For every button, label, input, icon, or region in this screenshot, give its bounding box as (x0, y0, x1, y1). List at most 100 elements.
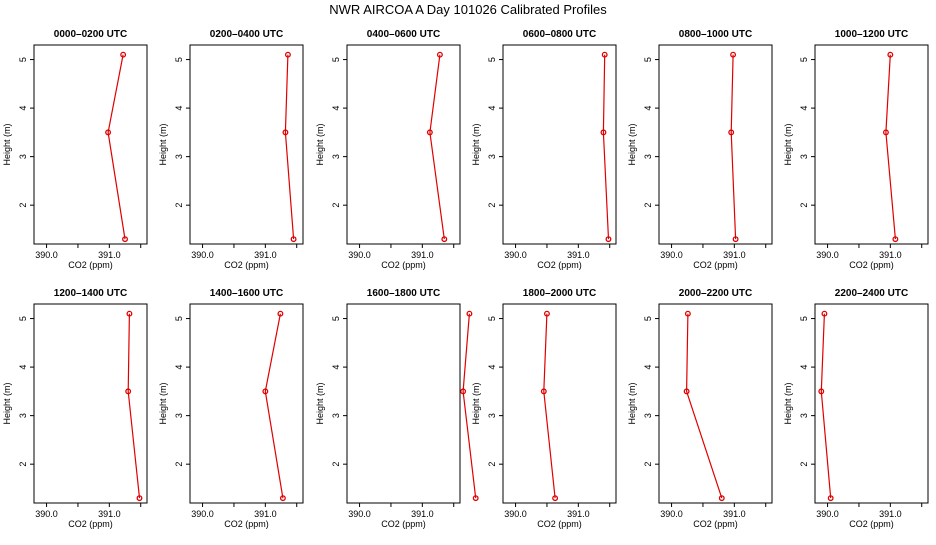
x-axis-label: CO2 (ppm) (537, 260, 582, 270)
y-axis-label: Height (m) (158, 382, 168, 424)
y-axis-label: Height (m) (783, 123, 793, 165)
y-tick-label: 4 (799, 106, 809, 111)
series-line (462, 313, 477, 499)
data-point (441, 236, 448, 243)
data-point (683, 388, 690, 395)
series-line (543, 313, 556, 499)
y-axis-label: Height (m) (627, 382, 637, 424)
y-tick-label: 2 (331, 462, 341, 467)
plot-frame (502, 44, 617, 245)
plot-frame (189, 303, 304, 504)
x-tick-label: 390.0 (504, 509, 527, 519)
y-axis-label: Height (m) (471, 123, 481, 165)
y-tick-label: 5 (174, 57, 184, 62)
y-tick-label: 4 (487, 365, 497, 370)
panel-8: 1600–1800 UTC 390.0 391.0 2 3 4 5 CO2 (ppm) Heig… (315, 288, 479, 529)
panel-title: 1400–1600 UTC (210, 288, 283, 299)
plot-frame (346, 44, 461, 245)
plot-frame (33, 303, 148, 504)
panel-grid: 0000–0200 UTC 390.0 391.0 2 3 4 5 CO2 (ppm) Heig… (2, 29, 929, 529)
y-tick-label: 5 (18, 57, 28, 62)
series-line (284, 54, 295, 240)
y-tick-label: 2 (799, 203, 809, 208)
y-axis-label: Height (m) (158, 123, 168, 165)
x-axis-label: CO2 (ppm) (849, 260, 894, 270)
y-tick-label: 3 (643, 413, 653, 418)
y-tick-label: 2 (643, 203, 653, 208)
data-point (262, 388, 269, 395)
x-axis-label: CO2 (ppm) (381, 519, 426, 529)
y-tick-label: 5 (487, 57, 497, 62)
y-tick-label: 3 (487, 154, 497, 159)
data-point (728, 129, 735, 136)
data-point (105, 129, 112, 136)
x-tick-label: 390.0 (348, 509, 371, 519)
y-tick-label: 2 (799, 462, 809, 467)
data-point (718, 495, 725, 502)
panel-6: 1200–1400 UTC 390.0 391.0 2 3 4 5 CO2 (ppm) Heig… (2, 288, 148, 529)
y-tick-label: 3 (174, 413, 184, 418)
y-tick-label: 3 (331, 413, 341, 418)
x-tick-label: 390.0 (35, 509, 58, 519)
plot-frame (658, 303, 773, 504)
data-point (282, 129, 289, 136)
data-point (543, 310, 550, 317)
y-tick-label: 4 (18, 365, 28, 370)
data-point (821, 310, 828, 317)
data-point (684, 310, 691, 317)
y-tick-label: 4 (799, 365, 809, 370)
y-tick-label: 5 (331, 57, 341, 62)
y-tick-label: 5 (799, 57, 809, 62)
x-tick-label: 391.0 (254, 509, 277, 519)
panel-title: 1600–1800 UTC (367, 288, 440, 299)
x-tick-label: 391.0 (723, 250, 746, 260)
plot-frame (502, 303, 617, 504)
y-tick-label: 3 (331, 154, 341, 159)
data-point (284, 51, 291, 58)
series-line (685, 313, 723, 499)
y-tick-label: 2 (487, 203, 497, 208)
y-tick-label: 5 (331, 316, 341, 321)
panel-0: 0000–0200 UTC 390.0 391.0 2 3 4 5 CO2 (ppm) Heig… (2, 29, 148, 270)
data-point (730, 51, 737, 58)
panel-1: 0200–0400 UTC 390.0 391.0 2 3 4 5 CO2 (ppm) Heig… (158, 29, 304, 270)
y-axis-label: Height (m) (627, 123, 637, 165)
data-point (466, 310, 473, 317)
data-point (136, 495, 143, 502)
data-point (125, 388, 132, 395)
x-tick-label: 391.0 (567, 250, 590, 260)
y-axis-label: Height (m) (315, 382, 325, 424)
plot-frame (814, 303, 929, 504)
series-line (602, 54, 610, 240)
panel-2: 0400–0600 UTC 390.0 391.0 2 3 4 5 CO2 (ppm) Heig… (315, 29, 461, 270)
x-axis-label: CO2 (ppm) (849, 519, 894, 529)
x-axis-label: CO2 (ppm) (381, 260, 426, 270)
panel-5: 1000–1200 UTC 390.0 391.0 2 3 4 5 CO2 (ppm) Heig… (783, 29, 929, 270)
y-tick-label: 4 (643, 365, 653, 370)
plot-frame (346, 303, 461, 504)
data-point (426, 129, 433, 136)
y-tick-label: 4 (18, 106, 28, 111)
figure-title: NWR AIRCOA A Day 101026 Calibrated Profi… (329, 2, 607, 17)
panel-title: 2000–2200 UTC (679, 288, 752, 299)
panel-title: 0800–1000 UTC (679, 29, 752, 40)
panel-title: 1000–1200 UTC (835, 29, 908, 40)
panel-title: 0600–0800 UTC (523, 29, 596, 40)
data-point (600, 129, 607, 136)
y-tick-label: 3 (18, 154, 28, 159)
x-tick-label: 391.0 (411, 250, 434, 260)
x-axis-label: CO2 (ppm) (68, 519, 113, 529)
y-tick-label: 5 (643, 316, 653, 321)
y-tick-label: 5 (18, 316, 28, 321)
x-tick-label: 391.0 (254, 250, 277, 260)
panel-title: 0400–0600 UTC (367, 29, 440, 40)
data-point (540, 388, 547, 395)
plot-frame (814, 44, 929, 245)
y-tick-label: 5 (174, 316, 184, 321)
data-point (460, 388, 467, 395)
series-line (107, 54, 126, 240)
x-tick-label: 390.0 (660, 250, 683, 260)
y-tick-label: 4 (331, 365, 341, 370)
